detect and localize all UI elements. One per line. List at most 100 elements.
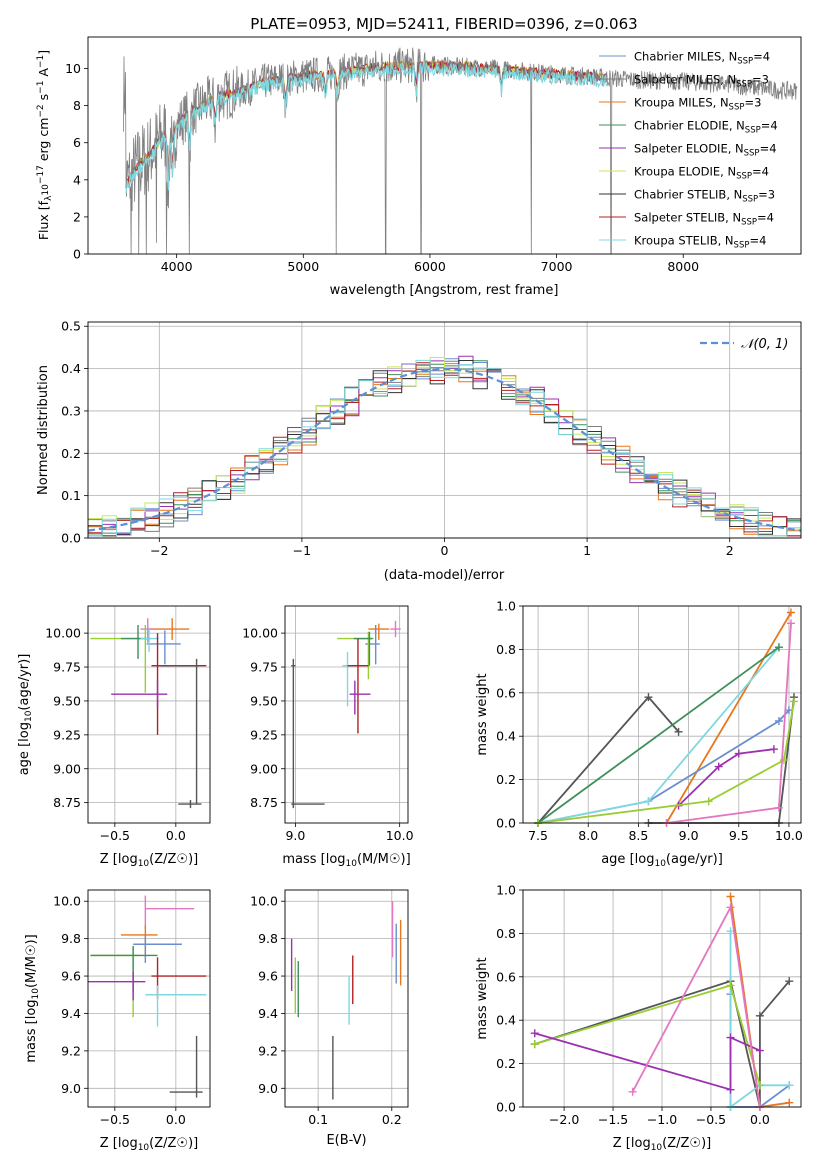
- series-line: [534, 984, 761, 1086]
- series-marker: [755, 1011, 764, 1020]
- y-tick-label: 0.0: [496, 1100, 516, 1115]
- x-tick-label: 9.0: [679, 828, 699, 843]
- legend-entry-5: Kroupa ELODIE, NSSP=4: [634, 165, 769, 182]
- errorbar-point-0: [144, 895, 195, 928]
- series-marker: [726, 903, 735, 912]
- age-vs-z-panel-plot-area: [90, 618, 207, 809]
- x-tick-label: 0.0: [166, 1112, 186, 1127]
- mass-weight-series-6: [674, 745, 778, 810]
- mass-weight-vs-age-panel: 7.5 8.0 8.5 9.0 9.5 10.0 0.0 0.2 0.4 0.6 0.8 1.0 age…: [475, 599, 803, 870]
- spectrum-plot-area: [123, 47, 798, 254]
- errorbar-point-7: [111, 680, 168, 708]
- y-tick-label: 9.00: [250, 761, 278, 776]
- x-axis-label: Z [log10(Z/Z☉)]: [100, 1136, 198, 1153]
- y-tick-label: 10.00: [242, 626, 278, 641]
- y-tick-label: 10: [65, 61, 81, 76]
- errorbar-point-4: [353, 631, 373, 666]
- x-tick-label: −1.5: [598, 1112, 628, 1127]
- errorbar-point-3: [90, 624, 152, 693]
- model-spectrum-0: [125, 59, 608, 189]
- y-tick-label: 8.75: [53, 795, 81, 810]
- axes-frame: [522, 889, 802, 1108]
- y-tick-label: 10.0: [250, 894, 278, 909]
- x-tick-label: 0.0: [166, 828, 186, 843]
- series-marker: [530, 1040, 539, 1049]
- x-tick-label: 2: [726, 543, 734, 558]
- y-axis-label: Normed distribution: [36, 365, 51, 495]
- series-marker: [726, 892, 735, 901]
- y-tick-label: 0.3: [61, 403, 81, 418]
- axes-frame: [87, 605, 211, 824]
- age-vs-mass-panel: 9.0 10.0 8.75 9.00 9.25 9.50 9.75 10.00 mass [lo…: [242, 605, 414, 869]
- x-tick-label: 0.1: [308, 1112, 328, 1127]
- histogram-series-8: [88, 359, 801, 537]
- y-tick-label: 9.75: [250, 660, 278, 675]
- x-tick-label: 0.0: [750, 1112, 770, 1127]
- y-tick-label: 0.4: [61, 361, 81, 376]
- series-line: [677, 748, 775, 807]
- y-tick-label: 0.0: [496, 816, 516, 831]
- y-tick-label: 9.25: [53, 727, 81, 742]
- y-tick-label: 9.4: [61, 1006, 81, 1021]
- x-tick-label: −2: [150, 543, 168, 558]
- y-tick-label: 9.25: [250, 727, 278, 742]
- errorbar-point-9: [291, 801, 325, 807]
- errorbar-point-8: [291, 658, 296, 809]
- mass-weight-series-5: [530, 1029, 764, 1094]
- legend-entry-gaussian: 𝒩(0, 1): [741, 337, 788, 352]
- mass-weight-series-6: [628, 903, 764, 1111]
- series-marker: [785, 1098, 794, 1107]
- y-tick-label: 0.6: [496, 969, 516, 984]
- model-spectrum-2: [125, 58, 608, 189]
- x-axis-label: Z [log10(Z/Z☉)]: [100, 852, 198, 869]
- series-marker: [774, 803, 783, 812]
- series-line: [534, 1032, 761, 1091]
- mass-vs-z-panel: −0.5 0.0 9.0 9.2 9.4 9.6 9.8 10.0 Z [log10(Z/Z☉)…: [24, 889, 211, 1153]
- model-spectrum-1: [125, 59, 608, 189]
- errorbar-point-4: [90, 946, 158, 993]
- errorbar-point-1: [146, 630, 181, 665]
- y-tick-label: 8.75: [250, 795, 278, 810]
- y-tick-label: 9.00: [53, 761, 81, 776]
- axes-frame: [522, 605, 802, 824]
- legend-entry-3: Chabrier ELODIE, NSSP=4: [634, 119, 778, 136]
- axes-frame: [87, 36, 802, 255]
- y-tick-label: 9.0: [61, 1081, 81, 1096]
- errorbar-point-1: [120, 925, 158, 954]
- age-vs-z-panel: −0.5 0.0 8.75 9.00 9.25 9.50 9.75 10.00 Z [log10…: [17, 605, 211, 869]
- x-tick-label: 10.0: [386, 828, 414, 843]
- errorbar-point-8: [169, 1035, 203, 1098]
- series-marker: [726, 1085, 735, 1094]
- y-tick-label: 0.0: [61, 531, 81, 546]
- chart-title: PLATE=0953, MJD=52411, FIBERID=0396, z=0…: [250, 15, 637, 33]
- mass-vs-z-panel-plot-area: [88, 895, 207, 1098]
- y-tick-label: 10.0: [53, 894, 81, 909]
- mass-weight-series-5: [534, 643, 783, 827]
- series-marker: [530, 1029, 539, 1038]
- errorbar-point-1: [365, 624, 380, 665]
- series-marker: [644, 693, 653, 702]
- legend-entry-4: Salpeter ELODIE, NSSP=4: [634, 142, 777, 159]
- x-tick-label: −0.5: [100, 1112, 130, 1127]
- y-tick-label: 9.2: [61, 1043, 81, 1058]
- y-tick-label: 8: [73, 98, 81, 113]
- y-tick-label: 9.2: [258, 1043, 278, 1058]
- x-tick-label: 8000: [667, 259, 699, 274]
- errorbar-point-0: [368, 623, 390, 640]
- x-tick-label: 4000: [161, 259, 193, 274]
- legend-entry-8: Kroupa STELIB, NSSP=4: [634, 234, 766, 251]
- errorbar-point-5: [342, 652, 358, 707]
- x-tick-label: 1: [583, 543, 591, 558]
- y-tick-label: 9.8: [61, 931, 81, 946]
- model-spectrum-3: [125, 58, 608, 189]
- series-line: [537, 646, 780, 824]
- y-tick-label: 0.2: [496, 772, 516, 787]
- y-tick-label: 9.8: [258, 931, 278, 946]
- mass-vs-ebv-panel: 0.1 0.2 9.0 9.2 9.4 9.6 9.8 10.0 E(B-V): [250, 889, 409, 1148]
- series-marker: [769, 745, 778, 754]
- x-tick-label: 8.0: [578, 828, 598, 843]
- y-axis-label: Flux [fλ10−17 erg cm−2 s−1 A−1]: [36, 50, 54, 240]
- model-spectrum-kroupa-stelib: [125, 61, 608, 194]
- x-tick-label: 7000: [541, 259, 573, 274]
